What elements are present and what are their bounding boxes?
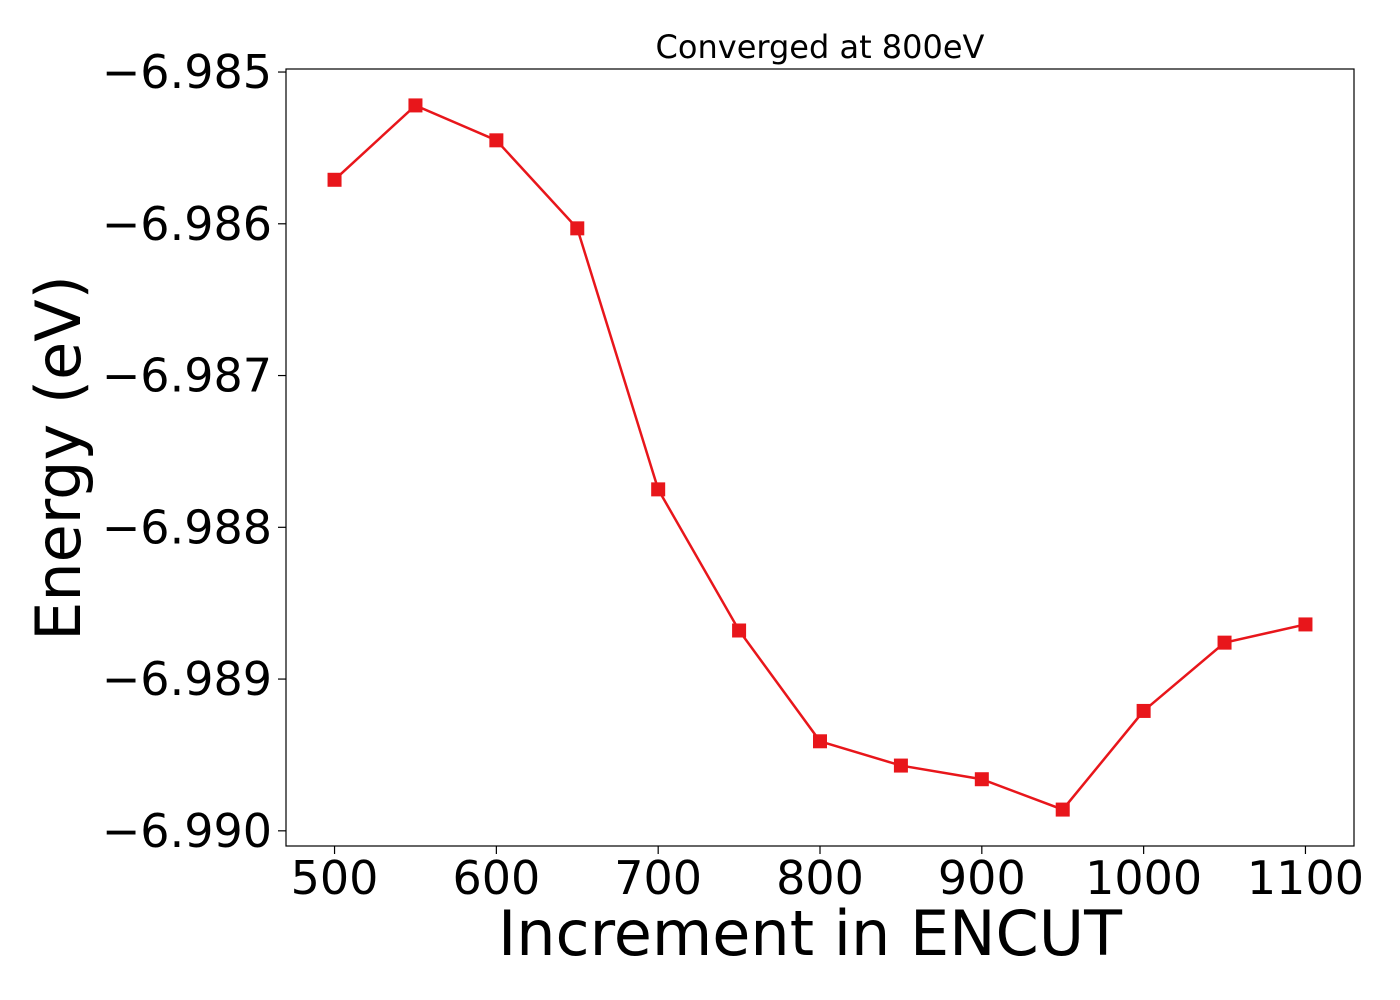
y-axis-ticks: −6.985 −6.986 −6.987 −6.988 −6.989 −6.990: [102, 45, 286, 858]
x-tick-label: 500: [291, 851, 379, 905]
y-tick-label: −6.990: [102, 804, 272, 858]
data-point-marker: [1298, 617, 1313, 632]
x-tick-label: 700: [614, 851, 702, 905]
y-tick-label: −6.987: [102, 349, 272, 403]
data-point-marker: [1217, 635, 1232, 650]
data-point-marker: [408, 98, 423, 113]
plot-area: 500 600 700 800 900 1000 1100 −6.985−6.986−6.9…: [102, 45, 1364, 905]
y-axis-label: Energy (eV): [22, 275, 95, 641]
data-point-marker: [489, 133, 504, 148]
x-axis-label: Increment in ENCUT: [498, 897, 1123, 970]
data-point-marker: [651, 482, 666, 497]
data-point-marker: [732, 623, 747, 638]
data-point-marker: [1136, 703, 1151, 718]
x-tick-label: 800: [776, 851, 864, 905]
data-point-marker: [893, 758, 908, 773]
x-axis-ticks: 500 600 700 800 900 1000 1100: [291, 846, 1364, 905]
y-tick-label: −6.988: [102, 500, 272, 554]
data-point-marker: [570, 221, 585, 236]
y-tick-label: −6.986: [102, 197, 272, 251]
x-tick-label: 900: [938, 851, 1026, 905]
x-tick-label: 1000: [1085, 851, 1202, 905]
data-point-marker: [1055, 802, 1070, 817]
y-tick-label: −6.989: [102, 652, 272, 706]
plot-frame: [285, 68, 1355, 847]
x-tick-label: 1100: [1247, 851, 1364, 905]
series-layer: [327, 98, 1313, 817]
data-point-marker: [327, 172, 342, 187]
y-tick-label: −6.985: [102, 45, 272, 99]
data-point-marker: [974, 772, 989, 787]
x-tick-label: 600: [452, 851, 540, 905]
series-line: [333, 103, 1306, 812]
chart-title: Converged at 800eV: [656, 28, 985, 66]
data-point-marker: [813, 734, 827, 749]
